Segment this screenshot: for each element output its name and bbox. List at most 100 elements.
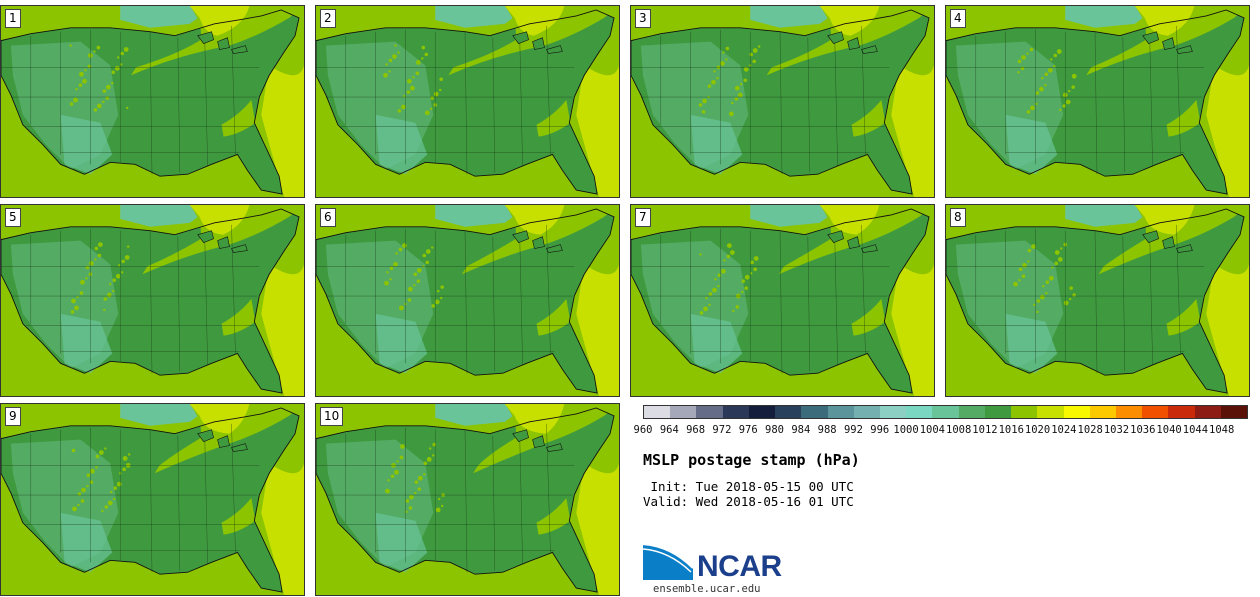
great-lakes (512, 31, 563, 54)
terrain-speckle (101, 509, 104, 513)
terrain-speckle (386, 271, 389, 274)
terrain-speckle (725, 46, 730, 51)
terrain-speckle (1048, 275, 1054, 281)
terrain-speckle (69, 44, 72, 47)
terrain-speckle (750, 272, 753, 275)
colorbar-tick-label: 960 (633, 424, 653, 436)
state-border (861, 25, 866, 155)
terrain-speckle (81, 487, 86, 493)
terrain-speckle (415, 71, 420, 76)
terrain-speckle (1033, 303, 1036, 307)
stamp-panel-3: 3 (630, 5, 935, 198)
terrain-speckle (431, 246, 434, 249)
terrain-speckle (121, 271, 124, 274)
terrain-speckle (103, 308, 106, 312)
canada-low (1065, 6, 1160, 28)
terrain-speckle (1017, 59, 1022, 64)
terrain-speckle (93, 108, 98, 112)
southwest-terrain (375, 512, 428, 573)
panel-number: 2 (320, 9, 336, 28)
great-lakes (197, 429, 248, 452)
northeast-peak (504, 205, 565, 235)
panel-number: 5 (5, 208, 21, 227)
state-border (204, 33, 208, 167)
terrain-speckle (402, 243, 407, 248)
state-border (1176, 25, 1181, 155)
coastline (316, 9, 615, 195)
terrain-speckle (1068, 297, 1072, 301)
terrain-speckle (1067, 89, 1071, 93)
terrain-speckle (705, 296, 708, 300)
stamp-panel-9: 9 (0, 403, 305, 596)
canada-low (435, 6, 530, 28)
state-border (1094, 31, 1098, 175)
terrain-speckle (434, 299, 440, 305)
terrain-speckle (73, 97, 78, 103)
terrain-speckle (390, 474, 395, 479)
colorbar-swatch (1089, 406, 1116, 418)
map-svg (946, 6, 1249, 197)
colorbar-swatch (906, 406, 933, 418)
terrain-speckle (708, 292, 713, 296)
terrain-speckle (723, 259, 726, 262)
terrain-speckle (392, 54, 397, 59)
terrain-speckle (414, 480, 419, 484)
state-border (1176, 224, 1181, 354)
map-svg (631, 6, 934, 197)
terrain-speckle (714, 278, 717, 281)
pressure-colorbar (643, 405, 1248, 419)
terrain-speckle (96, 45, 101, 50)
terrain-speckle (1027, 248, 1032, 253)
state-border (519, 431, 523, 565)
terrain-speckle (124, 255, 130, 260)
terrain-speckle (118, 264, 121, 267)
colorbar-tick-label: 1032 (1103, 424, 1130, 436)
terrain-speckle (401, 104, 406, 110)
colorbar-tick-label: 1008 (945, 424, 972, 436)
terrain-speckle (395, 252, 398, 255)
colorbar-tick-label: 1040 (1156, 424, 1182, 436)
colorbar-swatch (984, 406, 1012, 418)
canada-low (120, 6, 215, 28)
southwest-terrain (60, 313, 113, 374)
terrain-speckle (1030, 105, 1035, 111)
terrain-speckle (1026, 52, 1029, 55)
map-svg (1, 404, 304, 595)
terrain-speckle (416, 267, 422, 273)
colorbar-tick-label: 988 (817, 424, 837, 436)
panel-number: 10 (320, 407, 344, 426)
colorbar-swatch (1011, 406, 1038, 418)
terrain-speckle (726, 243, 732, 248)
terrain-speckle (740, 82, 743, 86)
colorbar-tick-label: 1028 (1077, 424, 1103, 436)
terrain-speckle (398, 247, 403, 252)
terrain-speckle (113, 497, 116, 501)
terrain-speckle (385, 488, 390, 494)
terrain-speckle (397, 51, 400, 54)
terrain-speckle (440, 285, 444, 289)
colorbar-swatch (958, 406, 985, 418)
great-lakes (512, 230, 563, 253)
terrain-speckle (76, 295, 79, 299)
terrain-speckle (1053, 53, 1058, 58)
terrain-speckle (729, 250, 735, 255)
terrain-speckle (121, 259, 125, 264)
coastal-high (221, 299, 256, 336)
state-border (861, 224, 866, 354)
northeast-peak (504, 404, 565, 434)
terrain-speckle (1022, 262, 1027, 268)
northeast-high (448, 6, 619, 76)
state-border (546, 25, 551, 155)
colorbar-swatch (1142, 406, 1169, 418)
terrain-speckle (95, 466, 98, 469)
atlantic-high (261, 463, 304, 595)
atlantic-high (576, 65, 619, 197)
coastal-high (536, 299, 571, 336)
stamp-panel-4: 4 (945, 5, 1250, 198)
terrain-speckle (440, 504, 444, 508)
northeast-peak (1134, 205, 1195, 235)
terrain-speckle (126, 245, 130, 248)
colorbar-tick-label: 996 (870, 424, 890, 436)
canada-low (120, 205, 215, 227)
terrain-speckle (1020, 66, 1025, 71)
